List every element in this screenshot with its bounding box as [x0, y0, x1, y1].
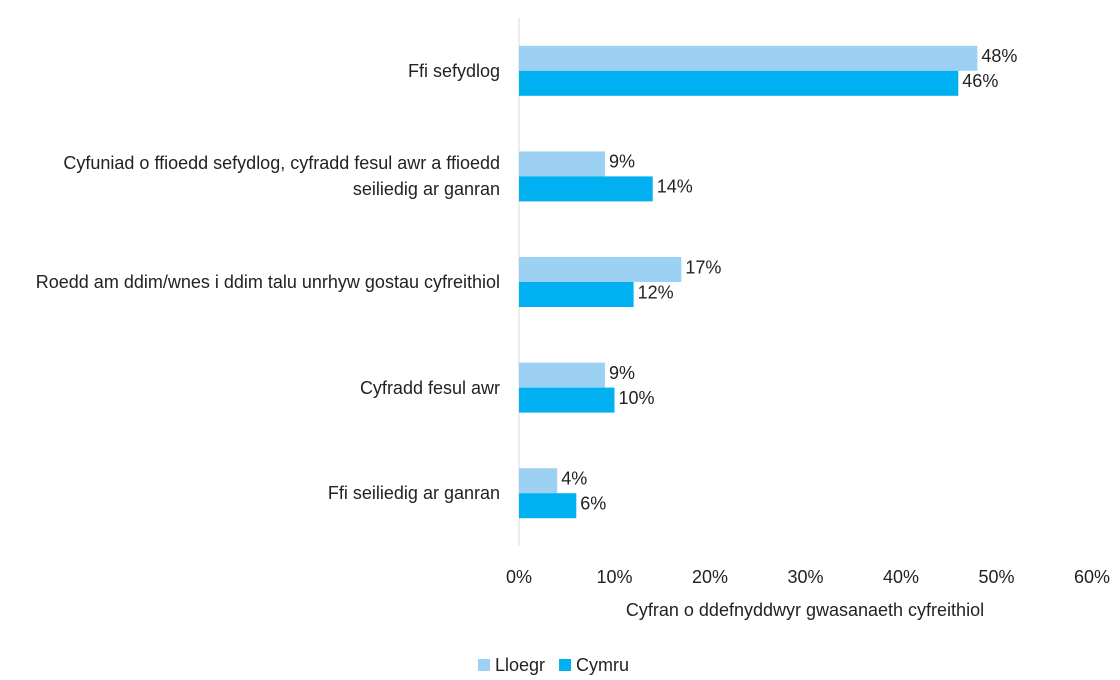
- bar: [519, 257, 682, 282]
- x-tick-label: 50%: [978, 567, 1014, 587]
- bar: [519, 282, 634, 307]
- x-tick-label: 10%: [596, 567, 632, 587]
- legend-label: Cymru: [576, 655, 629, 675]
- category-label: Ffi seiliedig ar ganran: [327, 483, 500, 504]
- x-tick-label: 40%: [883, 567, 919, 587]
- bar: [519, 45, 978, 71]
- value-label: 4%: [561, 468, 587, 488]
- value-label: 6%: [580, 493, 606, 513]
- x-axis-title: Cyfran o ddefnyddwyr gwasanaeth cyfreith…: [626, 600, 984, 620]
- value-label: 9%: [609, 152, 635, 172]
- category-label: Cyfradd fesul awr: [359, 377, 500, 398]
- x-tick-label: 0%: [506, 567, 532, 587]
- x-tick-label: 60%: [1074, 567, 1110, 587]
- bar: [519, 176, 653, 202]
- value-label: 12%: [638, 282, 674, 302]
- category-label: Roedd am ddim/wnes i ddim talu unrhyw go…: [35, 272, 500, 292]
- legend-swatch: [478, 659, 490, 671]
- x-tick-label: 20%: [692, 567, 728, 587]
- bar: [519, 468, 558, 494]
- legend-label: Lloegr: [495, 655, 545, 675]
- category-label: Cyfuniad o ffioedd sefydlog, cyfradd fes…: [63, 153, 500, 200]
- legend-swatch: [559, 659, 572, 671]
- value-label: 17%: [685, 257, 721, 277]
- category-label: Ffi sefydlog: [407, 60, 500, 81]
- bar: [519, 70, 959, 96]
- x-tick-label: 30%: [787, 567, 823, 587]
- value-label: 9%: [609, 363, 635, 383]
- bar: [519, 493, 577, 519]
- bar: [519, 151, 605, 177]
- bar: [519, 362, 605, 388]
- value-label: 46%: [962, 71, 998, 91]
- value-label: 14%: [657, 177, 693, 197]
- value-label: 48%: [981, 46, 1017, 66]
- value-label: 10%: [619, 388, 655, 408]
- bar: [519, 387, 615, 413]
